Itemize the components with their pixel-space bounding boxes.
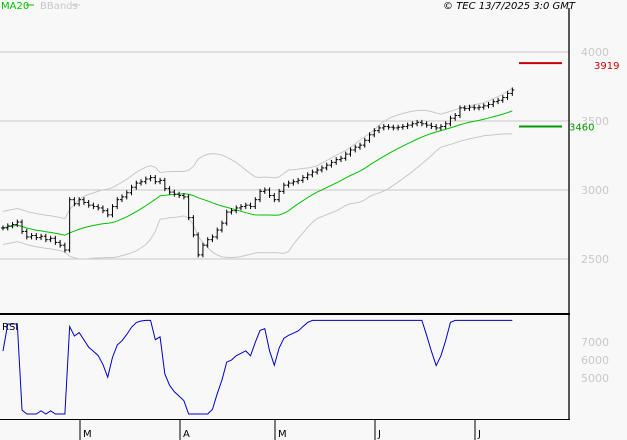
- month-label: J: [377, 429, 381, 440]
- support-label: 3460: [569, 123, 594, 134]
- rsi-tick-label: 5000: [581, 372, 609, 385]
- legend-bbands: BBands: [40, 1, 78, 12]
- rsi-tick-label: 7000: [581, 336, 609, 349]
- rsi-tick-label: 6000: [581, 354, 609, 367]
- rsi-line: [2, 319, 513, 415]
- price-tick-label: 4000: [581, 46, 609, 59]
- price-tick-label: 2500: [581, 253, 609, 266]
- month-label: A: [183, 429, 190, 440]
- legend-ma20: MA20: [1, 1, 29, 12]
- bband-lower: [2, 133, 513, 260]
- bband-upper: [2, 87, 513, 220]
- month-label: M: [278, 429, 287, 440]
- price-tick-label: 3500: [581, 115, 609, 128]
- copyright: © TEC 13/7/2025 3:0 GMT: [443, 1, 576, 12]
- price-tick-label: 3000: [581, 184, 609, 197]
- month-label: J: [477, 429, 481, 440]
- rsi-label: RSI: [2, 322, 18, 333]
- ma20-line: [2, 110, 513, 236]
- month-label: M: [83, 429, 92, 440]
- resistance-label: 3919: [594, 61, 619, 72]
